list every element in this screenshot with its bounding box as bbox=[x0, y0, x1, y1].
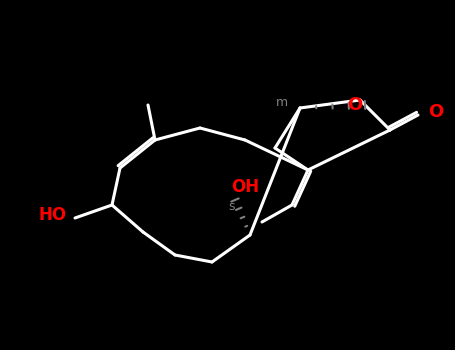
Text: O: O bbox=[347, 96, 363, 114]
Text: m: m bbox=[276, 97, 288, 110]
Text: OH: OH bbox=[231, 178, 259, 196]
Text: s: s bbox=[229, 201, 235, 214]
Text: HO: HO bbox=[39, 206, 67, 224]
Text: O: O bbox=[428, 103, 443, 121]
